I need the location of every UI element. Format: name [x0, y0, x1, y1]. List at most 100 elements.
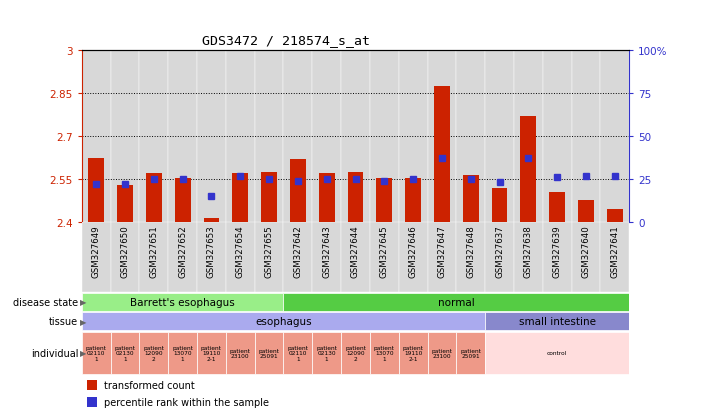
Bar [370, 332, 399, 374]
Bar [82, 313, 485, 330]
Text: ▶: ▶ [80, 297, 87, 306]
Bar [197, 51, 226, 223]
Bar [82, 223, 111, 292]
Bar [111, 223, 139, 292]
Bar [284, 293, 629, 311]
Bar [485, 51, 514, 223]
Bar [427, 51, 456, 223]
Text: GSM327648: GSM327648 [466, 225, 475, 277]
Bar [312, 332, 341, 374]
Bar [146, 174, 161, 223]
Bar [434, 87, 450, 223]
Text: patient
02130
1: patient 02130 1 [316, 345, 337, 361]
Bar [139, 332, 169, 374]
Text: GSM327651: GSM327651 [149, 225, 159, 277]
Bar [290, 159, 306, 223]
Bar [261, 172, 277, 223]
Text: disease state: disease state [13, 297, 78, 307]
Text: GSM327647: GSM327647 [437, 225, 447, 277]
Bar [82, 51, 111, 223]
Bar [376, 178, 392, 223]
Bar [88, 158, 104, 223]
Text: esophagus: esophagus [255, 316, 312, 326]
Text: patient
13070
1: patient 13070 1 [374, 345, 395, 361]
Text: patient
02110
1: patient 02110 1 [287, 345, 309, 361]
Text: patient
25091: patient 25091 [460, 348, 481, 358]
Text: Barrett's esophagus: Barrett's esophagus [130, 297, 235, 307]
Bar [312, 51, 341, 223]
Text: GSM327644: GSM327644 [351, 225, 360, 277]
Bar [255, 332, 284, 374]
Bar [255, 223, 284, 292]
Bar [284, 51, 312, 223]
Bar [312, 223, 341, 292]
Bar [232, 174, 248, 223]
Bar [550, 192, 565, 223]
Bar [600, 223, 629, 292]
Bar [600, 51, 629, 223]
Bar [319, 174, 335, 223]
Bar [226, 51, 255, 223]
Bar [399, 332, 427, 374]
Bar [542, 51, 572, 223]
Text: GSM327642: GSM327642 [294, 225, 302, 277]
Text: patient
23100: patient 23100 [230, 348, 251, 358]
Bar [197, 223, 226, 292]
Bar [203, 218, 220, 223]
Text: patient
12090
2: patient 12090 2 [345, 345, 366, 361]
Text: GSM327641: GSM327641 [610, 225, 619, 277]
Text: patient
19110
2-1: patient 19110 2-1 [201, 345, 222, 361]
Bar [117, 185, 133, 223]
Bar [169, 332, 197, 374]
Text: control: control [547, 351, 567, 356]
Text: patient
02130
1: patient 02130 1 [114, 345, 135, 361]
Text: ▶: ▶ [80, 317, 87, 326]
Text: GSM327649: GSM327649 [92, 225, 101, 277]
Bar [607, 209, 623, 223]
Text: tissue: tissue [49, 316, 78, 326]
Bar [427, 223, 456, 292]
Bar [284, 332, 312, 374]
Text: GSM327655: GSM327655 [264, 225, 274, 277]
Bar [463, 175, 479, 223]
Bar [578, 201, 594, 223]
Text: GSM327638: GSM327638 [524, 225, 533, 277]
Text: transformed count: transformed count [104, 380, 194, 390]
Bar [82, 332, 111, 374]
Text: GSM327646: GSM327646 [409, 225, 417, 277]
Text: GSM327643: GSM327643 [322, 225, 331, 277]
Text: patient
13070
1: patient 13070 1 [172, 345, 193, 361]
Text: GSM327650: GSM327650 [120, 225, 129, 277]
Bar [111, 332, 139, 374]
Bar [491, 188, 508, 223]
Bar [175, 178, 191, 223]
Bar [514, 51, 542, 223]
Bar [399, 223, 427, 292]
Bar [348, 172, 363, 223]
Bar [485, 223, 514, 292]
Bar [111, 51, 139, 223]
Bar [370, 51, 399, 223]
Bar [572, 223, 600, 292]
Bar [485, 332, 629, 374]
Bar [341, 332, 370, 374]
Bar [572, 51, 600, 223]
Bar [139, 51, 169, 223]
Bar [456, 223, 485, 292]
Text: GSM327640: GSM327640 [582, 225, 591, 277]
Bar [427, 332, 456, 374]
Text: GDS3472 / 218574_s_at: GDS3472 / 218574_s_at [202, 34, 370, 47]
Text: patient
12090
2: patient 12090 2 [144, 345, 164, 361]
Bar [255, 51, 284, 223]
Bar [370, 223, 399, 292]
Bar [139, 223, 169, 292]
Text: ▶: ▶ [80, 349, 87, 358]
Bar [399, 51, 427, 223]
Text: individual: individual [31, 348, 78, 358]
Text: GSM327653: GSM327653 [207, 225, 216, 277]
Bar [226, 332, 255, 374]
Bar [542, 223, 572, 292]
Bar [456, 332, 485, 374]
Text: GSM327652: GSM327652 [178, 225, 187, 277]
Bar [341, 223, 370, 292]
